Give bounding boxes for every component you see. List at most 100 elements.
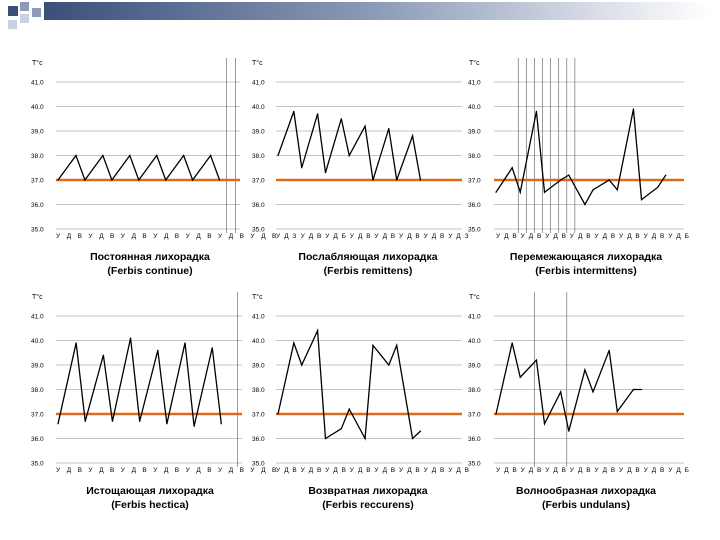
x-tick-label: У [496, 467, 501, 474]
x-tick-label: Д [196, 467, 201, 474]
x-tick-label: В [635, 233, 639, 240]
x-tick-label: Д [284, 233, 289, 240]
data-point [316, 113, 319, 115]
x-tick-label: В [110, 467, 114, 474]
x-tick-label: Д [407, 233, 412, 240]
data-point [316, 330, 319, 332]
data-point [364, 437, 366, 440]
x-tick-label: У [186, 467, 191, 474]
y-tick-label: 40.0 [468, 338, 481, 345]
data-point [84, 179, 86, 181]
x-tick-label: В [586, 467, 590, 474]
x-tick-label: Д [261, 467, 266, 474]
data-point [511, 167, 513, 169]
x-tick-label: Д [456, 467, 461, 474]
x-tick-label: Д [603, 233, 608, 240]
x-tick-label: В [440, 467, 444, 474]
x-tick-label: Д [132, 233, 137, 240]
data-point [193, 425, 195, 427]
deco-square [20, 2, 29, 11]
chart-subtitle: (Ferbis continue) [107, 265, 192, 277]
x-tick-label: Д [407, 467, 412, 474]
x-tick-label: У [374, 233, 379, 240]
data-point [139, 420, 141, 422]
x-tick-label: Д [67, 233, 72, 240]
x-tick-label: Д [676, 467, 681, 474]
deco-square [8, 20, 17, 29]
data-point [657, 186, 659, 188]
x-tick-label: Д [652, 467, 657, 474]
x-tick-label: В [317, 233, 321, 240]
x-tick-label: У [250, 233, 255, 240]
chart-subtitle: (Ferbis hectica) [111, 499, 189, 511]
x-tick-label: У [153, 233, 158, 240]
y-tick-label: 35.0 [468, 461, 481, 468]
y-tick-label: 37.0 [468, 412, 481, 419]
x-tick-label: В [440, 233, 444, 240]
data-point [102, 154, 104, 157]
x-tick-label: Д [164, 467, 169, 474]
data-point [616, 189, 618, 191]
x-tick-label: У [121, 233, 126, 240]
x-tick-label: В [317, 467, 321, 474]
deco-square [32, 8, 41, 17]
x-tick-label: В [272, 467, 276, 474]
temperature-curve [277, 328, 421, 441]
data-point [364, 125, 366, 127]
x-tick-label: В [142, 233, 146, 240]
data-point [519, 191, 521, 193]
x-tick-label: Д [132, 467, 137, 474]
x-tick-label: У [88, 467, 93, 474]
x-tick-label: У [218, 233, 223, 240]
y-tick-label: 40.0 [252, 338, 265, 345]
x-tick-label: В [611, 467, 615, 474]
x-tick-label: Д [333, 233, 338, 240]
x-tick-label: У [424, 467, 429, 474]
x-tick-label: Д [652, 233, 657, 240]
x-tick-label: В [110, 233, 114, 240]
y-tick-label: 36.0 [468, 202, 481, 209]
data-point [348, 408, 350, 410]
y-tick-label: 37.0 [252, 412, 265, 419]
data-point [129, 337, 132, 339]
x-tick-label: У [301, 467, 306, 474]
x-tick-label: У [570, 467, 575, 474]
x-tick-label: Д [504, 233, 509, 240]
data-point [372, 344, 374, 346]
x-tick-label: Д [529, 467, 534, 474]
y-tick-label: 41.0 [252, 80, 265, 87]
chart-title: Постоянная лихорадка [90, 251, 210, 263]
data-point [665, 174, 667, 176]
y-tick-label: 41.0 [31, 80, 44, 87]
x-tick-label: У [218, 467, 223, 474]
data-point [277, 413, 279, 415]
x-tick-label: В [175, 467, 179, 474]
temperature-curve [277, 111, 422, 181]
data-point [293, 110, 295, 112]
data-point [640, 199, 643, 201]
x-tick-label: В [415, 233, 419, 240]
y-tick-label: 41.0 [468, 314, 481, 321]
y-axis-label: T°c [252, 59, 263, 67]
x-tick-label: З [292, 233, 296, 240]
x-tick-label: У [325, 467, 330, 474]
data-point [340, 428, 342, 430]
x-tick-label: У [644, 233, 649, 240]
x-tick-label: У [325, 233, 330, 240]
data-point [608, 349, 610, 351]
data-point [129, 154, 131, 157]
chart-subtitle: (Ferbis remittens) [324, 265, 413, 277]
x-tick-label: У [276, 233, 281, 240]
y-tick-label: 38.0 [468, 387, 481, 394]
y-tick-label: 35.0 [252, 461, 265, 468]
data-point [388, 364, 390, 366]
x-tick-label: Д [99, 467, 104, 474]
data-point [138, 179, 140, 181]
x-tick-label: У [521, 233, 526, 240]
x-tick-label: Д [309, 233, 314, 240]
fever-chart-panel: T°c41.040.039.038.037.036.035.0У Д В У Д В У Д В… [468, 292, 689, 511]
x-tick-label: В [78, 467, 82, 474]
x-tick-label: Б [685, 467, 689, 474]
data-point [632, 108, 635, 110]
y-tick-label: 40.0 [468, 104, 481, 111]
